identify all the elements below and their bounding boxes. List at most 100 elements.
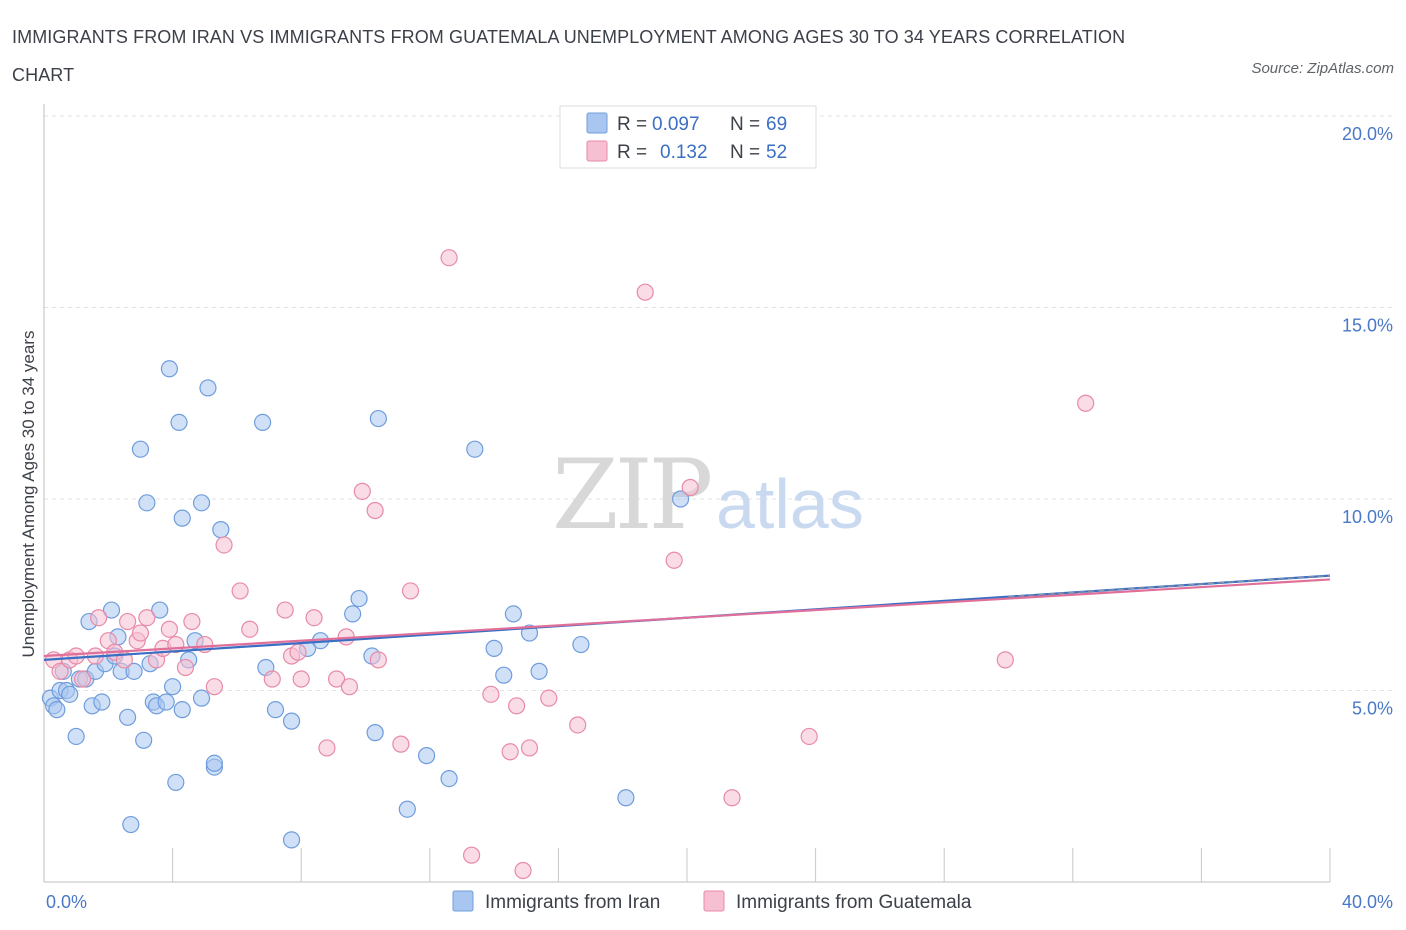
guatemala-point (665, 551, 683, 569)
bottom-legend-label-iran: Immigrants from Iran (485, 892, 660, 913)
guatemala-point (215, 536, 233, 554)
iran-point (485, 639, 503, 657)
legend-r-label-guatemala: R = (617, 142, 647, 163)
x-tick-label-min: 0.0% (46, 892, 87, 912)
legend-n-label-iran: N = (730, 114, 760, 135)
iran-point (205, 754, 223, 772)
guatemala-point (723, 789, 741, 807)
iran-point (398, 800, 416, 818)
guatemala-point (183, 612, 201, 631)
legend-n-value-guatemala: 52 (766, 142, 787, 163)
guatemala-point (520, 739, 539, 757)
legend-n-label-guatemala: N = (730, 142, 760, 163)
guatemala-point (440, 249, 458, 267)
guatemala-point (462, 846, 481, 864)
guatemala-point (636, 283, 654, 301)
guatemala-point (482, 685, 500, 703)
guatemala-point (305, 609, 323, 627)
y-tick-label: 5.0% (1352, 699, 1393, 719)
iran-point (160, 360, 178, 378)
trend-line-iran-extension (1008, 575, 1331, 598)
guatemala-point (392, 735, 410, 753)
guatemala-point (800, 727, 818, 746)
iran-point (530, 662, 548, 680)
y-axis-label: Unemployment Among Ages 30 to 34 years (19, 331, 38, 658)
watermark-atlas: atlas (716, 465, 864, 543)
series-iran-points (41, 360, 690, 849)
iran-point (671, 490, 690, 508)
iran-point (192, 494, 211, 512)
iran-point (282, 712, 301, 730)
iran-point (118, 708, 137, 726)
iran-point (135, 731, 153, 749)
source-note: Source: ZipAtlas.com (1251, 60, 1394, 77)
iran-point (344, 605, 362, 623)
iran-point (61, 685, 79, 703)
trend-line-guatemala (43, 578, 1331, 658)
iran-point (138, 494, 156, 512)
guatemala-point (231, 582, 249, 600)
iran-point (173, 509, 191, 527)
legend-n-value-iran: 69 (766, 114, 787, 135)
guatemala-point (1077, 394, 1095, 412)
iran-point (93, 693, 111, 711)
guatemala-point (205, 678, 223, 696)
iran-point (131, 440, 150, 458)
y-tick-label: 20.0% (1342, 124, 1393, 144)
guatemala-point (340, 678, 359, 696)
guatemala-point (401, 582, 420, 600)
iran-point (122, 815, 140, 834)
guatemala-point (369, 651, 387, 669)
legend-swatch-guatemala (586, 140, 608, 162)
guatemala-point (289, 643, 307, 661)
iran-point (125, 662, 143, 680)
iran-point (164, 678, 182, 696)
guatemala-point (514, 861, 532, 880)
guatemala-point (353, 482, 371, 500)
guatemala-point (366, 501, 384, 520)
legend-bottom: Immigrants from Iran Immigrants from Gua… (452, 890, 972, 913)
iran-point (102, 601, 121, 619)
guatemala-point (67, 647, 85, 665)
iran-point (366, 724, 384, 742)
guatemala-point (540, 689, 558, 707)
y-tick-labels: 5.0% 10.0% 15.0% 20.0% (1342, 124, 1393, 719)
grid-lines (44, 115, 1394, 691)
iran-point (350, 589, 368, 608)
guatemala-point (681, 478, 699, 497)
guatemala-point (241, 620, 259, 638)
trend-lines (43, 574, 1331, 661)
guatemala-point (292, 670, 310, 688)
iran-point (572, 635, 590, 654)
iran-point (151, 601, 169, 619)
iran-point (170, 413, 188, 431)
iran-point (417, 747, 436, 765)
x-tick-label-max: 40.0% (1342, 892, 1393, 912)
guatemala-point (90, 609, 108, 627)
iran-point (617, 789, 635, 807)
legend-swatch-iran (586, 112, 608, 134)
guatemala-point (263, 670, 281, 688)
iran-point (67, 727, 85, 746)
iran-point (369, 409, 387, 428)
iran-point (495, 666, 513, 684)
axes (43, 104, 1331, 883)
iran-point (266, 701, 285, 719)
y-tick-label: 15.0% (1342, 316, 1393, 336)
watermark: ZIP atlas (552, 439, 864, 551)
bottom-legend-swatch-iran (452, 890, 474, 912)
iran-point (212, 521, 230, 539)
guatemala-point (508, 697, 526, 715)
chart-title: IMMIGRANTS FROM IRAN VS IMMIGRANTS FROM … (12, 27, 1126, 85)
guatemala-point (118, 612, 137, 631)
iran-point (48, 701, 66, 719)
guatemala-point (276, 601, 294, 619)
iran-point (282, 831, 301, 849)
iran-point (254, 413, 272, 431)
iran-point (173, 701, 191, 719)
series-guatemala-points (45, 249, 1095, 880)
guatemala-point (569, 716, 587, 734)
legend-top: R = 0.097 N = 69 R = 0.132 N = 52 (559, 105, 817, 169)
guatemala-point (160, 620, 178, 638)
